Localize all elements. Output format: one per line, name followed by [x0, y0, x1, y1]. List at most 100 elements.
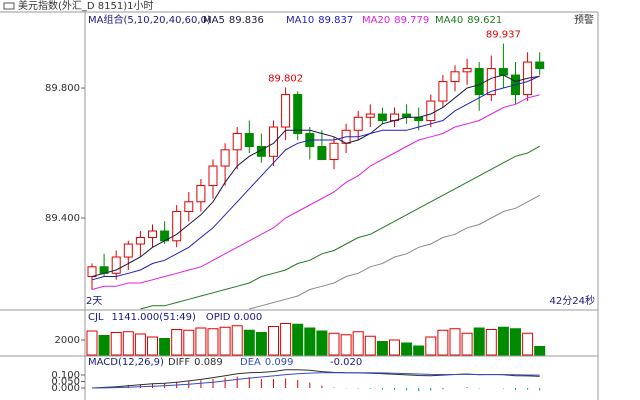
- volume-bar: [401, 342, 413, 356]
- candle-body: [535, 61, 545, 70]
- candle-body: [123, 243, 133, 258]
- volume-bar: [352, 331, 364, 356]
- candle-body: [365, 113, 375, 118]
- legend-name: DIFF: [168, 357, 190, 368]
- volume-bar: [122, 331, 134, 356]
- candle-body: [208, 165, 218, 187]
- y-tick-label: 89.400: [45, 213, 80, 224]
- volume-bar: [425, 336, 437, 356]
- volume-bar: [147, 336, 158, 356]
- legend-entry: DEA 0.099: [240, 357, 294, 368]
- alert-icon[interactable]: -: [584, 15, 588, 26]
- legend-value: 0.089: [194, 357, 223, 368]
- candle-body: [438, 81, 448, 102]
- window-title: 美元指数(外汇_D 8151)1小时: [18, 0, 154, 12]
- candle-body: [135, 237, 145, 245]
- line: [140, 145, 540, 310]
- line: [91, 75, 540, 281]
- volume-bar: [171, 328, 183, 356]
- volume-bar: [461, 332, 473, 356]
- volume-bar: [376, 340, 388, 356]
- volume-bar: [231, 325, 243, 356]
- volume-bar: [159, 337, 171, 356]
- volume-bar: [183, 329, 195, 356]
- volume-bar: [510, 328, 521, 356]
- candle-body: [486, 68, 496, 96]
- candle-body: [353, 116, 363, 131]
- candle-body: [462, 68, 472, 73]
- legend-value: 89.837: [318, 15, 353, 26]
- volume-bar: [292, 323, 304, 356]
- candle-body: [474, 68, 484, 96]
- y-tick-label: 89.800: [45, 83, 80, 94]
- volume-bar: [413, 345, 425, 356]
- volume-bar: [389, 339, 400, 356]
- candle-body: [220, 149, 230, 167]
- period-label: 2天: [86, 296, 102, 307]
- alert-button[interactable]: 预警: [574, 13, 594, 26]
- candle-body: [148, 230, 157, 239]
- y-tick-label: 0.100: [51, 370, 80, 381]
- volume-bar: [522, 332, 534, 356]
- volume-bar: [534, 345, 546, 356]
- volume-extra: OPID 0.000: [206, 312, 262, 323]
- legend-name: MA40: [435, 15, 463, 26]
- candle-body: [111, 256, 121, 274]
- legend-value: 89.779: [394, 15, 429, 26]
- y-tick-label: 2000: [55, 335, 80, 346]
- candle-body: [269, 126, 278, 157]
- candle-body: [232, 133, 242, 151]
- volume-bar: [340, 334, 352, 356]
- volume-bar: [328, 332, 340, 356]
- high-annotation: 89.937: [486, 30, 521, 41]
- countdown: 42分24秒: [550, 294, 595, 307]
- window-icon: [3, 2, 15, 10]
- volume-bar: [280, 322, 292, 356]
- candle-body: [184, 201, 194, 213]
- legend-name: MA10: [286, 15, 314, 26]
- volume-value: 1141.000: [112, 312, 160, 323]
- candle-body: [377, 113, 387, 122]
- volume-bar: [304, 327, 316, 356]
- y-tick-label: 0.050: [51, 377, 80, 388]
- legend-value: 89.621: [467, 15, 502, 26]
- volume-name: CJL: [88, 312, 104, 323]
- volume-bar: [449, 328, 461, 356]
- volume-time: (51:49): [159, 312, 196, 323]
- candle-body: [172, 211, 182, 242]
- candle-body: [426, 100, 436, 122]
- candle-body: [196, 185, 206, 203]
- legend-name: MA5: [203, 15, 225, 26]
- legend-entry: MA20 89.779: [362, 15, 429, 26]
- candle-body: [281, 94, 291, 128]
- line: [249, 194, 540, 310]
- volume-bar: [134, 333, 146, 356]
- volume-legend: CJL 1141.000(51:49) OPID 0.000: [88, 312, 262, 323]
- volume-bar: [243, 329, 255, 356]
- legend-entry: MA5 89.836: [203, 15, 264, 26]
- legend-entry: MA10 89.837: [286, 15, 353, 26]
- candle-body: [450, 71, 460, 83]
- volume-bar: [364, 335, 376, 356]
- macd-title: MACD(12,26,9): [88, 357, 164, 368]
- volume-bar: [473, 327, 485, 356]
- volume-bar: [86, 330, 98, 356]
- legend-name: DEA: [240, 357, 261, 368]
- macd-readout: -0.020: [330, 357, 362, 368]
- candle-body: [498, 68, 508, 76]
- indicator-label: MA组合(5,10,20,40,60,0): [88, 13, 211, 26]
- candle-body: [317, 146, 327, 161]
- volume-bar: [437, 329, 449, 356]
- legend-value: 0.099: [265, 357, 294, 368]
- volume-bar: [207, 328, 219, 356]
- volume-bar: [497, 326, 509, 356]
- candle-body: [87, 266, 97, 278]
- line: [91, 94, 540, 290]
- volume-bar: [485, 328, 497, 356]
- legend-name: MA20: [362, 15, 390, 26]
- candle-body: [293, 94, 303, 135]
- volume-bar: [195, 327, 207, 356]
- volume-bar: [98, 334, 110, 356]
- volume-bar: [110, 331, 122, 356]
- line: [91, 74, 540, 277]
